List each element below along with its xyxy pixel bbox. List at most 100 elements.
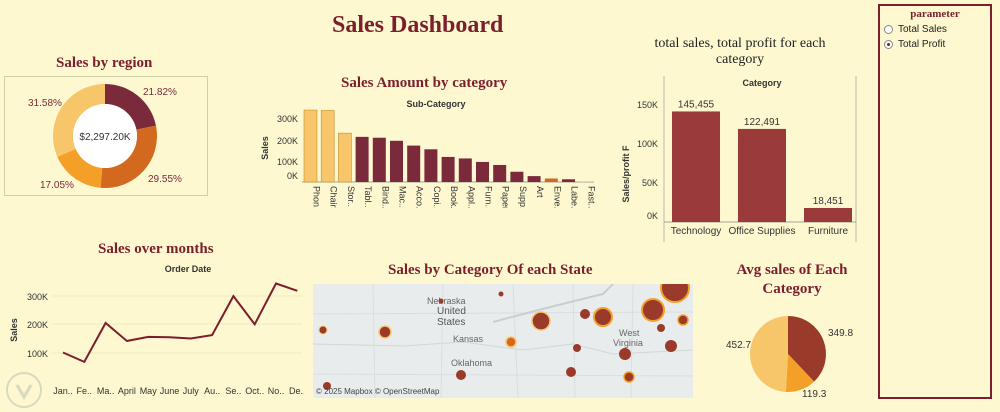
profit-bar[interactable] [804, 207, 852, 222]
months-xtick: April [118, 386, 136, 396]
map-label: Virginia [613, 338, 643, 348]
category-bar[interactable] [527, 176, 541, 182]
months-series-line[interactable] [62, 282, 298, 364]
state-marker[interactable] [438, 298, 444, 304]
avg-chart-title-line1: Avg sales of Each [736, 262, 848, 278]
region-slice[interactable] [53, 84, 105, 157]
profit-axis-title: Category [742, 78, 781, 88]
region-slice[interactable] [100, 125, 157, 188]
category-xtick: Chairs [329, 186, 339, 208]
category-bar[interactable] [493, 164, 507, 182]
profit-chart-title-line2: category [715, 52, 765, 67]
region-slice[interactable] [57, 148, 103, 188]
category-xtick: Acco.. [415, 186, 425, 208]
state-marker[interactable] [505, 336, 517, 348]
parameter-option-label: Total Profit [898, 39, 946, 50]
avg-slice[interactable] [785, 354, 815, 392]
avg-slice[interactable] [788, 316, 826, 382]
profit-ytick: 50K [642, 178, 658, 188]
category-ytick: 0K [287, 171, 298, 181]
state-map[interactable]: Nebraska United States Kansas Oklahoma W… [313, 284, 693, 398]
state-marker[interactable] [593, 307, 613, 327]
category-bar[interactable] [390, 140, 403, 182]
months-xtick: Oct.. [245, 386, 264, 396]
months-ytick: 100K [27, 349, 48, 359]
map-markers[interactable] [313, 284, 693, 398]
profit-xtick: Office Supplies [728, 226, 795, 237]
parameter-option-total-profit[interactable]: Total Profit [884, 39, 990, 50]
category-bar[interactable] [303, 109, 318, 183]
state-marker[interactable] [660, 284, 690, 303]
category-bar[interactable] [372, 137, 386, 182]
radio-icon[interactable] [884, 25, 893, 34]
region-label-b: 29.55% [148, 174, 182, 185]
avg-chart-title: Avg sales of Each Category [716, 261, 868, 299]
map-label: Oklahoma [451, 358, 493, 368]
region-slice[interactable] [105, 84, 156, 130]
category-ytick: 200K [277, 136, 298, 146]
category-xtick: Fast.. [587, 186, 597, 208]
months-ytick: 300K [27, 292, 48, 302]
category-xtick: Labe.. [570, 186, 580, 208]
avg-pie-chart[interactable]: 349.8 119.3 452.7 [720, 306, 870, 404]
state-marker[interactable] [657, 324, 665, 332]
state-marker[interactable] [665, 340, 677, 352]
profit-chart-title-line1: total sales, total profit for each [654, 36, 826, 51]
months-xtick: May [140, 386, 158, 396]
category-bar[interactable] [476, 161, 489, 182]
category-ytick: 300K [277, 114, 298, 124]
dashboard-title: Sales Dashboard [332, 12, 504, 38]
category-bar[interactable] [320, 110, 335, 183]
region-donut-hole [73, 104, 137, 168]
state-marker[interactable] [566, 367, 576, 377]
profit-ytick: 0K [647, 211, 658, 221]
category-bar[interactable] [544, 178, 558, 182]
map-label: States [437, 317, 466, 328]
region-chart-title: Sales by region [56, 55, 153, 71]
category-xtick: Paper [501, 186, 511, 208]
state-marker[interactable] [318, 325, 328, 335]
state-marker[interactable] [580, 309, 590, 319]
profit-bar[interactable] [672, 111, 720, 222]
avg-slice[interactable] [750, 316, 788, 392]
category-bar[interactable] [338, 132, 352, 183]
parameter-title: parameter [910, 8, 960, 20]
radio-selected-icon[interactable] [884, 40, 893, 49]
months-xtick: Au.. [204, 386, 220, 396]
category-xtick: Enve.. [552, 186, 562, 208]
months-ylabel: Sales [9, 318, 19, 342]
state-marker[interactable] [323, 382, 331, 390]
state-marker[interactable] [623, 371, 635, 383]
parameter-option-total-sales[interactable]: Total Sales [884, 24, 990, 35]
category-bar[interactable] [424, 149, 438, 182]
category-bar[interactable] [510, 171, 524, 182]
region-label-d: 31.58% [28, 98, 62, 109]
state-marker[interactable] [641, 298, 665, 322]
category-xtick: Tabl.. [363, 186, 373, 208]
category-bar[interactable] [355, 136, 369, 182]
profit-data-label: 145,455 [678, 99, 715, 110]
state-marker[interactable] [498, 291, 504, 297]
months-line-chart[interactable]: Order Date Sales 300K 200K 100K Jan.. Fe.… [4, 262, 304, 400]
category-xtick: Mac.. [398, 186, 408, 208]
category-ylabel: Sales [260, 136, 270, 160]
profit-bar[interactable] [738, 128, 786, 222]
category-bar[interactable] [458, 158, 472, 182]
category-xtick: Art [535, 186, 545, 198]
category-bar[interactable] [579, 181, 593, 182]
state-marker[interactable] [378, 325, 392, 339]
months-xtick: June [160, 386, 180, 396]
state-marker[interactable] [573, 344, 581, 352]
category-bar[interactable] [562, 179, 575, 182]
category-bar[interactable] [407, 145, 421, 182]
category-bar[interactable] [441, 156, 455, 182]
region-donut-chart[interactable]: $2,297.20K 21.82% 29.55% 17.05% 31.58% [4, 76, 208, 196]
category-bar-chart[interactable]: Sub-Category Sales 300K 200K 100K 0K Pho… [244, 96, 604, 208]
months-xtick: De.. [289, 386, 304, 396]
state-marker[interactable] [456, 370, 466, 380]
state-marker[interactable] [619, 348, 631, 360]
profit-bar-chart[interactable]: Category Sales/profit F 150K 100K 50K 0K… [620, 76, 860, 246]
profit-chart-title: total sales, total profit for each categ… [620, 36, 860, 68]
state-marker[interactable] [677, 314, 689, 326]
state-marker[interactable] [531, 311, 551, 331]
